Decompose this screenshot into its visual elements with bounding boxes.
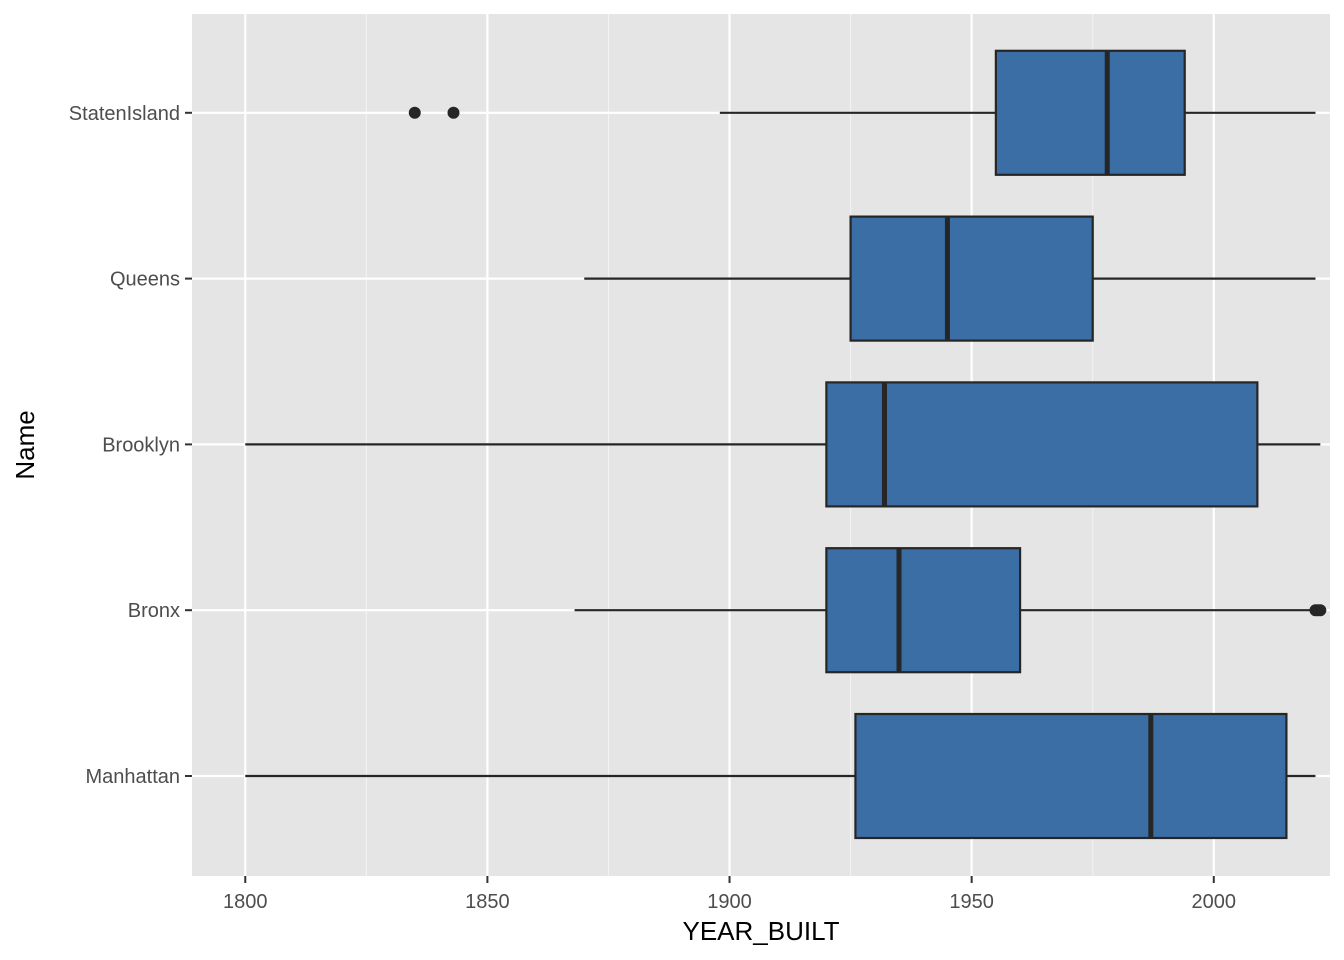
box-iqr	[854, 712, 1288, 840]
box-iqr	[994, 49, 1186, 176]
outlier-point	[447, 106, 460, 119]
box-iqr	[825, 547, 1022, 674]
outlier-point	[408, 106, 421, 119]
y-tick-label: Manhattan	[85, 766, 180, 788]
y-tick-label: Queens	[110, 269, 180, 291]
box-brooklyn	[245, 381, 1321, 508]
x-axis: 1800 1850 1900 1950 2000	[223, 876, 1236, 913]
x-axis-title: YEAR_BUILT	[682, 916, 839, 946]
box-iqr	[825, 381, 1259, 508]
y-axis: Manhattan Bronx Brooklyn Queens StatenIsland	[69, 103, 192, 788]
box-statenisland	[408, 49, 1316, 176]
x-tick-label: 1850	[465, 891, 510, 913]
box-series	[245, 49, 1327, 840]
x-tick-label: 1950	[949, 891, 994, 913]
outlier-point	[1314, 604, 1327, 617]
y-tick-label: Bronx	[128, 600, 180, 622]
y-tick-label: StatenIsland	[69, 103, 180, 125]
y-tick-label: Brooklyn	[102, 434, 180, 456]
box-bronx	[574, 547, 1327, 674]
x-tick-label: 1800	[223, 891, 268, 913]
x-tick-label: 1900	[707, 891, 752, 913]
x-tick-label: 2000	[1192, 891, 1237, 913]
box-queens	[584, 215, 1316, 342]
y-axis-title: Name	[10, 410, 40, 479]
box-manhattan	[245, 712, 1316, 840]
box-iqr	[849, 215, 1094, 342]
